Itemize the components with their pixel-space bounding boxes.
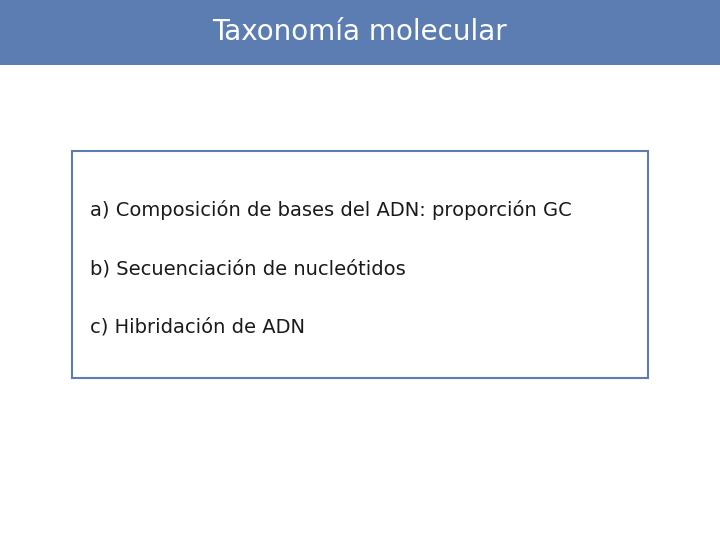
Bar	[0, 0, 720, 65]
Text: b) Secuenciación de nucleótidos: b) Secuenciación de nucleótidos	[90, 259, 406, 278]
Text: a) Composición de bases del ADN: proporción GC: a) Composición de bases del ADN: proporc…	[90, 200, 572, 220]
Bar	[72, 151, 648, 378]
Text: c) Hibridación de ADN: c) Hibridación de ADN	[90, 318, 305, 336]
Text: Taxonomía molecular: Taxonomía molecular	[212, 18, 508, 46]
